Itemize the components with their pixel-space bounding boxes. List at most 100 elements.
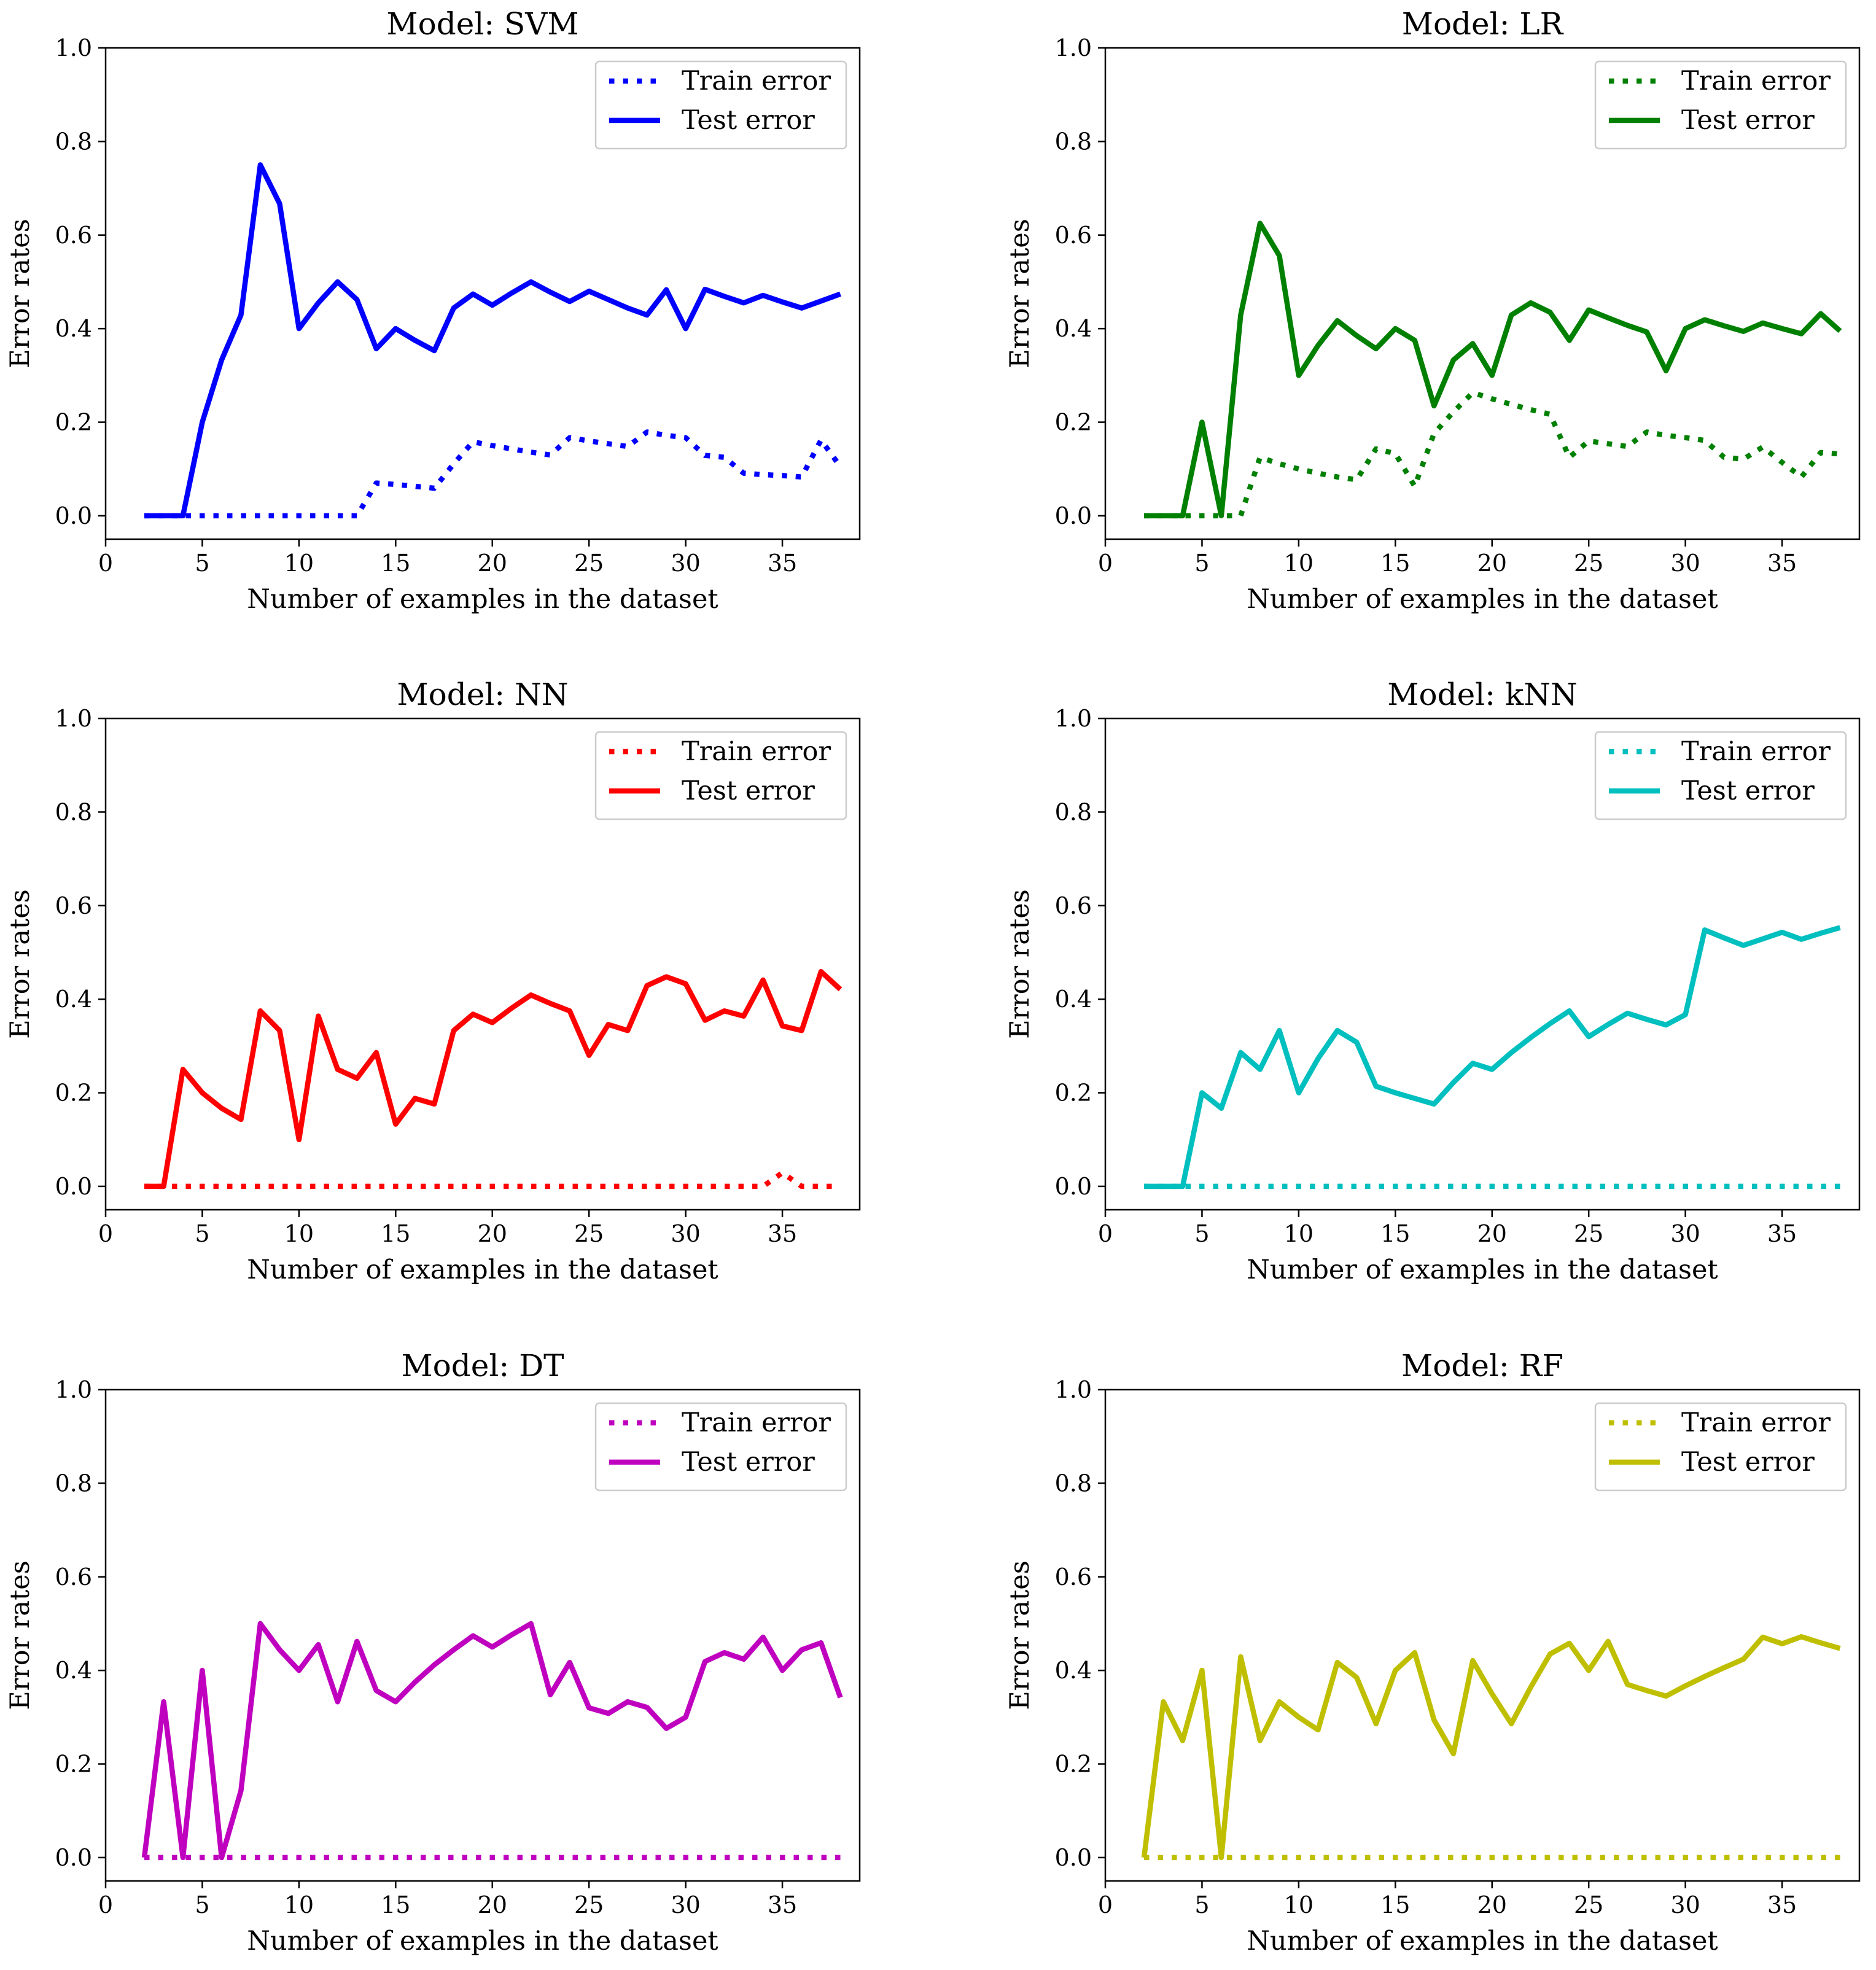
x-axis-label: Number of examples in the dataset bbox=[247, 1255, 718, 1285]
y-tick-label: 0.4 bbox=[1055, 315, 1092, 342]
x-tick-label: 5 bbox=[195, 1891, 209, 1918]
x-tick-label: 30 bbox=[671, 550, 700, 577]
y-tick-label: 0.2 bbox=[1055, 1751, 1092, 1778]
plot-area bbox=[144, 162, 843, 519]
x-tick-label: 10 bbox=[1284, 1220, 1314, 1247]
legend: Train error Test error bbox=[1594, 60, 1847, 150]
x-tick-label: 5 bbox=[195, 1220, 209, 1247]
test-error-line bbox=[1141, 1634, 1841, 1861]
x-axis-label: Number of examples in the dataset bbox=[1247, 1255, 1718, 1285]
x-tick-label: 20 bbox=[478, 1220, 507, 1247]
y-tick-label: 0.8 bbox=[1055, 128, 1092, 155]
y-axis-label: Error rates bbox=[5, 1560, 36, 1710]
legend-train-label: Train error bbox=[682, 736, 831, 767]
y-tick-label: 0.4 bbox=[55, 315, 92, 342]
legend-test-label: Test error bbox=[1681, 1447, 1815, 1478]
legend-box bbox=[1594, 60, 1847, 150]
axes-frame bbox=[104, 1388, 861, 1882]
y-tick-label: 0.8 bbox=[55, 128, 92, 155]
legend-train-label: Train error bbox=[1681, 736, 1831, 767]
x-tick-label: 0 bbox=[1098, 1220, 1113, 1247]
y-axis-label: Error rates bbox=[5, 889, 36, 1039]
x-tick-label: 10 bbox=[284, 1220, 314, 1247]
legend: Train error Test error bbox=[1594, 731, 1847, 820]
y-tick-label: 1.0 bbox=[55, 705, 92, 732]
y-tick-label: 0.0 bbox=[1055, 1844, 1092, 1871]
y-tick-label: 0.8 bbox=[1055, 1470, 1092, 1497]
axes-frame bbox=[104, 717, 861, 1211]
y-tick-label: 0.0 bbox=[55, 1173, 92, 1200]
x-tick-label: 15 bbox=[1380, 1891, 1410, 1918]
y-tick-label: 0.2 bbox=[55, 1080, 92, 1107]
y-tick-label: 0.6 bbox=[55, 1563, 92, 1590]
x-tick-label: 25 bbox=[574, 1220, 604, 1247]
x-tick-label: 30 bbox=[1670, 1220, 1700, 1247]
x-tick-label: 10 bbox=[284, 1891, 314, 1918]
legend-box bbox=[594, 60, 847, 150]
x-tick-label: 20 bbox=[478, 550, 507, 577]
legend-train-label: Train error bbox=[1681, 1407, 1831, 1438]
legend-test-label: Test error bbox=[682, 776, 815, 806]
legend-train-label: Train error bbox=[682, 66, 831, 96]
y-tick-label: 0.2 bbox=[1055, 409, 1092, 436]
y-tick-label: 0.6 bbox=[1055, 892, 1092, 919]
x-tick-label: 30 bbox=[671, 1220, 700, 1247]
legend-test-label: Test error bbox=[1681, 105, 1815, 136]
y-tick-label: 0.0 bbox=[55, 1844, 92, 1871]
y-tick-label: 0.2 bbox=[55, 409, 92, 436]
y-tick-label: 0.8 bbox=[1055, 798, 1092, 825]
x-tick-label: 20 bbox=[478, 1891, 507, 1918]
y-tick-label: 0.4 bbox=[55, 986, 92, 1013]
legend-test-label: Test error bbox=[682, 1447, 815, 1478]
y-tick-label: 0.0 bbox=[1055, 502, 1092, 529]
legend-box bbox=[594, 731, 847, 820]
x-tick-label: 5 bbox=[1194, 1891, 1209, 1918]
x-tick-label: 0 bbox=[98, 550, 113, 577]
plot-area bbox=[144, 968, 843, 1189]
axes-frame bbox=[1104, 1388, 1861, 1882]
y-tick-label: 0.8 bbox=[55, 1470, 92, 1497]
chart-panel-1: Model: SVM 0 5 10 15 20 25 30 35 0.0 0.2 0.4 0.6 0.8 1… bbox=[5, 6, 861, 615]
x-tick-label: 20 bbox=[1477, 550, 1507, 577]
legend-test-label: Test error bbox=[1681, 776, 1815, 806]
x-tick-label: 5 bbox=[1194, 1220, 1209, 1247]
x-tick-label: 15 bbox=[1380, 1220, 1410, 1247]
y-tick-label: 0.4 bbox=[55, 1657, 92, 1684]
x-tick-label: 5 bbox=[1194, 550, 1209, 577]
x-tick-label: 30 bbox=[671, 1891, 700, 1918]
legend: Train error Test error bbox=[594, 1402, 847, 1492]
x-tick-label: 25 bbox=[574, 1891, 604, 1918]
x-tick-label: 5 bbox=[195, 550, 209, 577]
y-tick-label: 1.0 bbox=[1055, 1376, 1092, 1403]
plot-area bbox=[1141, 1634, 1841, 1861]
y-axis-label: Error rates bbox=[1005, 889, 1035, 1039]
legend-box bbox=[1594, 1402, 1847, 1492]
chart-panel-5: Model: DT 0 5 10 15 20 25 30 35 0.0 0.2 0.4 0.6 0.8 1.… bbox=[5, 1348, 861, 1956]
x-tick-label: 15 bbox=[381, 550, 410, 577]
train-error-line bbox=[144, 1170, 841, 1189]
y-axis-label: Error rates bbox=[5, 219, 36, 368]
x-tick-label: 35 bbox=[768, 1891, 797, 1918]
chart-title: Model: NN bbox=[397, 677, 568, 712]
train-error-line bbox=[1144, 390, 1840, 519]
x-tick-label: 0 bbox=[1098, 550, 1113, 577]
y-tick-label: 0.2 bbox=[55, 1751, 92, 1778]
y-tick-label: 1.0 bbox=[55, 1376, 92, 1403]
train-error-line bbox=[144, 429, 843, 519]
legend-test-label: Test error bbox=[682, 105, 815, 136]
legend-box bbox=[1594, 731, 1847, 820]
x-tick-label: 25 bbox=[574, 550, 604, 577]
legend: Train error Test error bbox=[1594, 1402, 1847, 1492]
test-error-line bbox=[1144, 925, 1841, 1189]
legend-box bbox=[594, 1402, 847, 1492]
y-tick-label: 0.0 bbox=[55, 502, 92, 529]
x-tick-label: 35 bbox=[1767, 1220, 1797, 1247]
plot-area bbox=[1144, 925, 1841, 1189]
x-tick-label: 30 bbox=[1670, 550, 1700, 577]
x-tick-label: 0 bbox=[98, 1891, 113, 1918]
axes-frame bbox=[104, 47, 861, 540]
x-axis-label: Number of examples in the dataset bbox=[247, 584, 718, 615]
y-tick-label: 0.4 bbox=[1055, 1657, 1092, 1684]
x-tick-label: 30 bbox=[1670, 1891, 1700, 1918]
